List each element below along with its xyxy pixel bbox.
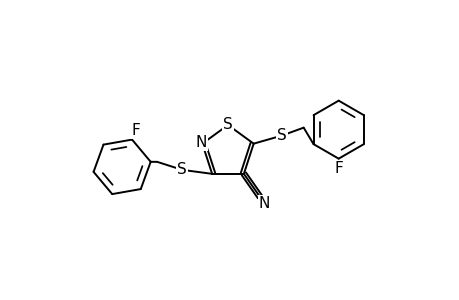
Text: S: S — [223, 116, 232, 131]
Text: N: N — [195, 135, 207, 150]
Text: S: S — [177, 162, 187, 177]
Text: F: F — [131, 123, 140, 138]
Text: F: F — [334, 161, 342, 176]
Text: S: S — [276, 128, 286, 143]
Text: N: N — [258, 196, 269, 211]
